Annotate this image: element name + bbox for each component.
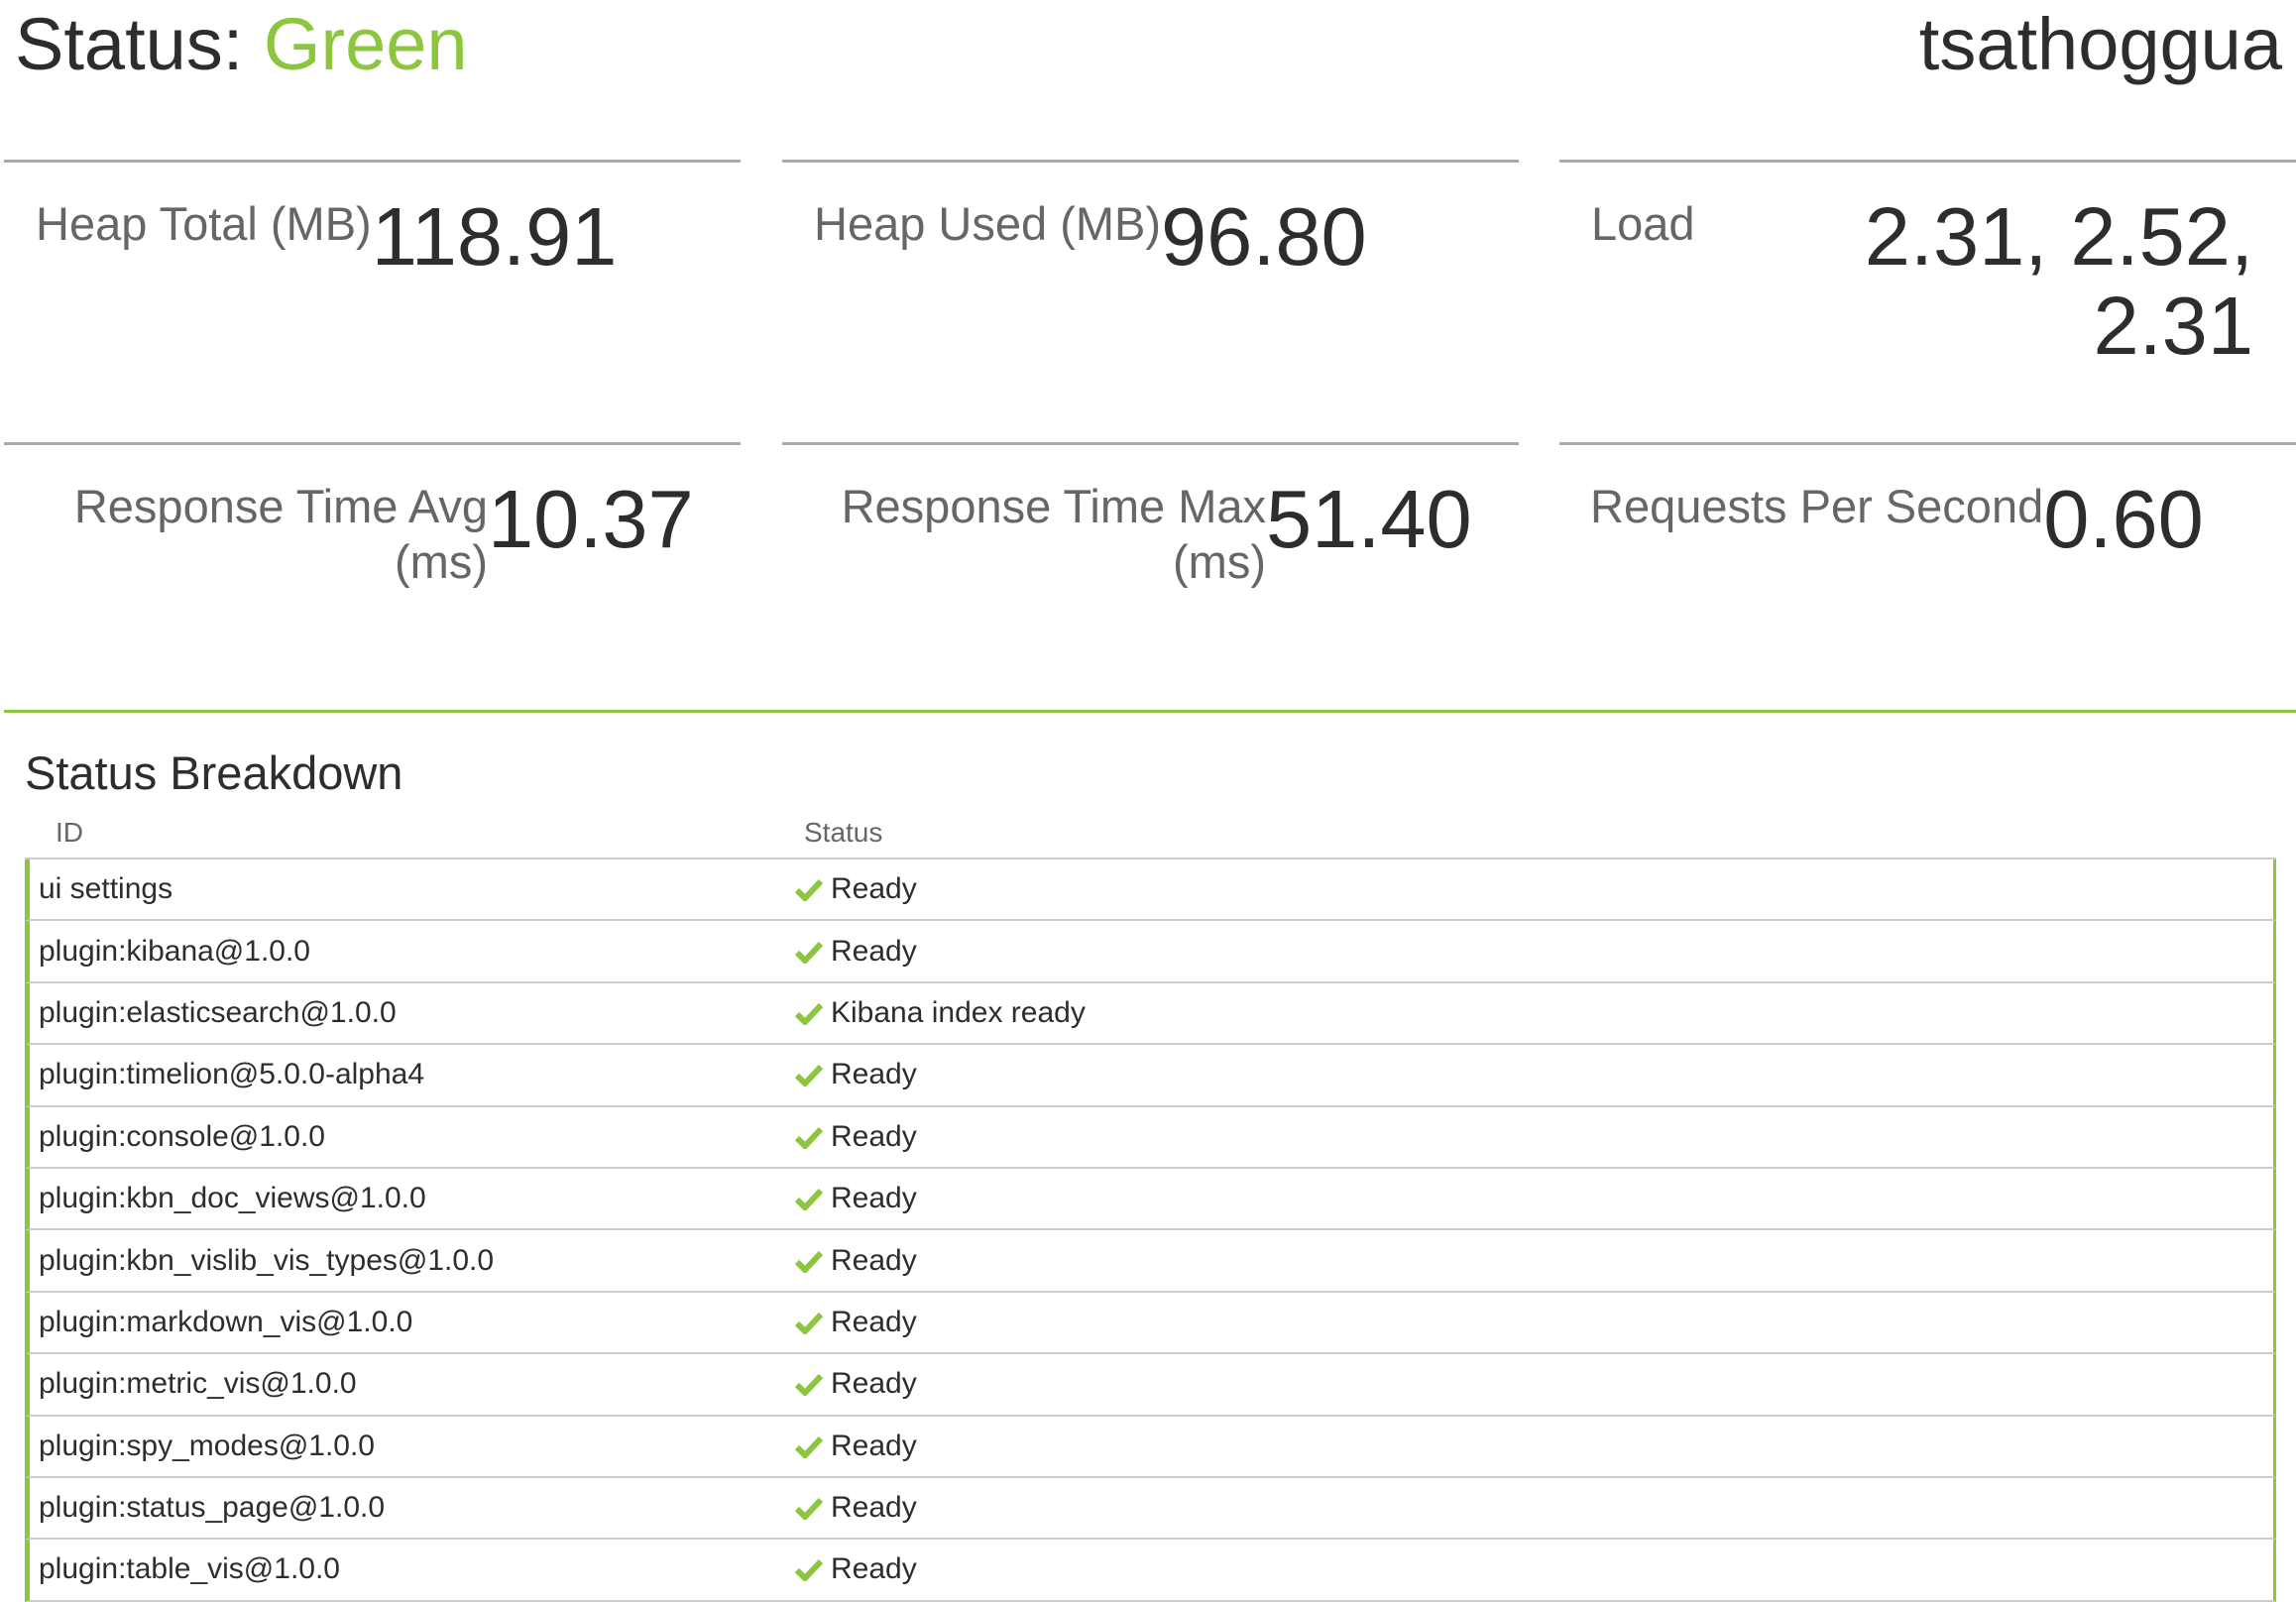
table-row: plugin:kbn_vislib_vis_types@1.0.0 Ready [25, 1230, 2276, 1293]
metric-requests-per-second: Requests Per Second 0.60 [1559, 442, 2296, 711]
check-icon [795, 1374, 823, 1397]
plugin-id: plugin:kbn_vislib_vis_types@1.0.0 [39, 1243, 495, 1277]
table-row: plugin:timelion@5.0.0-alpha4 Ready [25, 1045, 2276, 1107]
plugin-id: plugin:metric_vis@1.0.0 [39, 1367, 357, 1401]
plugin-status: Kibana index ready [795, 996, 1086, 1030]
plugin-id: plugin:elasticsearch@1.0.0 [39, 995, 397, 1029]
check-icon [795, 1002, 823, 1025]
plugin-status: Ready [795, 1430, 917, 1463]
check-icon [795, 1126, 823, 1149]
table-row: plugin:console@1.0.0 Ready [25, 1106, 2276, 1169]
status-breakdown-title: Status Breakdown [25, 746, 403, 799]
status-prefix: Status: [15, 3, 244, 85]
plugin-status: Ready [795, 1182, 917, 1215]
plugin-status: Ready [795, 1367, 917, 1401]
metric-label: Response Time Avg (ms) [73, 480, 488, 588]
status-text: Ready [831, 934, 917, 968]
check-icon [795, 1250, 823, 1273]
status-text: Ready [831, 1429, 917, 1462]
status-text: Ready [831, 1119, 917, 1153]
plugin-id: plugin:console@1.0.0 [39, 1119, 325, 1153]
status-text: Ready [831, 1058, 917, 1091]
plugin-id: plugin:timelion@5.0.0-alpha4 [39, 1058, 425, 1091]
table-row: plugin:kbn_doc_views@1.0.0 Ready [25, 1168, 2276, 1231]
plugin-id: ui settings [39, 872, 173, 906]
column-header-id: ID [56, 817, 83, 848]
metric-value: 118.91 [371, 190, 618, 283]
plugin-status: Ready [795, 1058, 917, 1091]
plugin-status: Ready [795, 1244, 917, 1278]
metric-label: Requests Per Second [1590, 480, 2044, 532]
plugin-id: plugin:status_page@1.0.0 [39, 1491, 386, 1525]
status-text: Kibana index ready [831, 995, 1086, 1029]
status-value: Green [263, 3, 468, 85]
metric-value: 96.80 [1161, 190, 1367, 283]
plugin-status: Ready [795, 1306, 917, 1339]
metric-value: 2.31, 2.52, 2.31 [1864, 190, 2253, 372]
metric-label: Heap Total (MB) [36, 197, 372, 250]
plugin-id: plugin:markdown_vis@1.0.0 [39, 1305, 413, 1338]
section-divider [4, 710, 2296, 713]
column-header-status: Status [804, 817, 883, 848]
metric-load: Load 2.31, 2.52, 2.31 [1559, 160, 2296, 443]
status-text: Ready [831, 1491, 917, 1525]
check-icon [795, 1559, 823, 1582]
table-row: ui settings Ready [25, 859, 2276, 922]
overall-status: Status: Green [15, 2, 468, 87]
hostname: tsathoggua [1918, 3, 2282, 85]
check-icon [795, 941, 823, 964]
table-row: plugin:status_page@1.0.0 Ready [25, 1477, 2276, 1541]
check-icon [795, 879, 823, 902]
check-icon [795, 1189, 823, 1211]
metric-label: Heap Used (MB) [814, 197, 1161, 250]
status-text: Ready [831, 1552, 917, 1586]
table-row: plugin:spy_modes@1.0.0 Ready [25, 1416, 2276, 1478]
status-text: Ready [831, 872, 917, 906]
status-text: Ready [831, 1182, 917, 1215]
table-row: plugin:metric_vis@1.0.0 Ready [25, 1354, 2276, 1417]
check-icon [795, 1498, 823, 1521]
plugin-status: Ready [795, 1120, 917, 1154]
plugin-status: Ready [795, 1491, 917, 1525]
metric-response-time-avg: Response Time Avg (ms) 10.37 [4, 442, 741, 711]
metric-response-time-max: Response Time Max (ms) 51.40 [782, 442, 1519, 711]
plugin-status: Ready [795, 872, 917, 906]
plugin-id: plugin:table_vis@1.0.0 [39, 1552, 340, 1586]
plugin-id: plugin:kibana@1.0.0 [39, 934, 310, 968]
status-text: Ready [831, 1367, 917, 1401]
table-row: plugin:table_vis@1.0.0 Ready [25, 1540, 2276, 1602]
plugin-id: plugin:spy_modes@1.0.0 [39, 1429, 375, 1462]
metric-value: 0.60 [2043, 473, 2204, 565]
check-icon [795, 1065, 823, 1087]
metric-label: Response Time Max (ms) [841, 480, 1266, 588]
table-row: plugin:kibana@1.0.0 Ready [25, 921, 2276, 983]
table-row: plugin:markdown_vis@1.0.0 Ready [25, 1292, 2276, 1355]
plugin-id: plugin:kbn_doc_views@1.0.0 [39, 1182, 426, 1215]
check-icon [795, 1435, 823, 1458]
status-text: Ready [831, 1305, 917, 1338]
check-icon [795, 1312, 823, 1334]
status-breakdown-table: ui settings Ready plugin:kibana@1.0.0 Ready… [25, 858, 2276, 1602]
metric-heap-total: Heap Total (MB) 118.91 [4, 160, 741, 443]
metric-value: 10.37 [488, 473, 694, 565]
plugin-status: Ready [795, 1552, 917, 1586]
plugin-status: Ready [795, 935, 917, 969]
table-row: plugin:elasticsearch@1.0.0 Kibana index r… [25, 982, 2276, 1046]
status-text: Ready [831, 1243, 917, 1277]
metric-heap-used: Heap Used (MB) 96.80 [782, 160, 1519, 443]
metric-label: Load [1591, 197, 1695, 250]
metric-value: 51.40 [1266, 473, 1472, 565]
